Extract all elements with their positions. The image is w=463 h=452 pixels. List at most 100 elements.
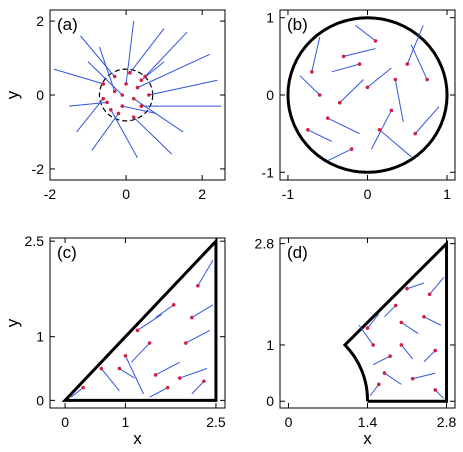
panel-b-start-point	[310, 70, 314, 74]
panel-a-y-axis-label: y	[3, 90, 22, 99]
panel-a-walk-line	[137, 53, 210, 89]
panel-d-start-point	[365, 326, 370, 330]
panel-d-start-point	[388, 354, 392, 359]
panel-a-walk-line	[122, 105, 157, 114]
panel-b-walk-line	[355, 25, 376, 42]
panel-c-start-point	[171, 303, 176, 307]
panel-b-start-point	[306, 127, 310, 132]
panel-a-walk-line	[53, 68, 104, 85]
panel-a-walk-line	[148, 79, 218, 96]
panel-c-walk-line	[70, 387, 84, 398]
panel-a-start-point	[120, 93, 125, 97]
panel-a-ytick-label: 0	[36, 87, 44, 103]
panel-c-ytick-label: 2.5	[25, 233, 45, 249]
panel-b-start-point	[341, 54, 346, 59]
panel-d-start-point	[382, 371, 387, 375]
panel-c-walk-line	[197, 260, 214, 287]
panel-c-xtick-label: 0	[61, 414, 69, 430]
panel-a-start-point	[105, 100, 109, 105]
panel-d-ytick-label: 0	[266, 393, 274, 409]
panel-c-start-point	[81, 385, 85, 390]
panel-d-xtick-label: 1.4	[358, 414, 378, 430]
panel-c-start-point	[190, 315, 194, 320]
panel-a-start-point	[101, 82, 106, 86]
panel-c-start-point	[99, 366, 104, 371]
panel-b-walk-line	[343, 48, 376, 57]
panel-a-xtick-label: 2	[198, 186, 206, 202]
panel-b-ytick-label: 1	[266, 10, 274, 26]
panel-b-start-point	[325, 116, 330, 120]
panel-d-walk-line	[384, 372, 402, 385]
panel-b-xtick-label: -1	[282, 186, 295, 202]
panel-b-walk-line	[331, 63, 360, 73]
panel-a-start-point	[139, 78, 144, 83]
panel-a-start-point	[116, 111, 121, 116]
panel-b-label: (b)	[287, 15, 308, 34]
panel-d-start-point	[393, 303, 398, 308]
panel-a-walk-line	[110, 109, 138, 159]
panel-a-start-point	[131, 115, 136, 119]
panel-c-walk-line	[179, 368, 208, 379]
panel-d-walk-line	[406, 282, 425, 290]
panel-b-start-point	[349, 147, 354, 151]
panel-d-x-axis-label: x	[363, 429, 372, 448]
panel-a-xtick-label: 0	[122, 186, 130, 202]
panel-c-start-point	[153, 373, 158, 377]
panel-a-walk-line	[76, 98, 104, 133]
panel-a-start-point	[124, 82, 128, 86]
panel-c-start-point	[117, 366, 122, 371]
panel-c-walk-line	[155, 304, 174, 318]
panel-b-walk-line	[327, 117, 360, 135]
panel-c-ytick-label: 1	[36, 329, 44, 345]
panel-d-start-point	[376, 382, 381, 387]
panel-d-label: (d)	[287, 243, 308, 262]
panel-a-label: (a)	[57, 15, 78, 34]
panel-c-ytick-label: 0	[36, 392, 44, 408]
panel-b-start-point	[337, 100, 342, 105]
panel-a-xtick-label: -2	[44, 186, 57, 202]
panel-b-start-point	[413, 131, 418, 136]
panel-b-start-point	[377, 127, 382, 132]
panel-b-walk-line	[410, 44, 428, 80]
panel-d-ytick-label: 2.8	[255, 236, 275, 252]
panel-d-xtick-label: 0	[285, 414, 293, 430]
panel-a-walk-line	[125, 21, 135, 84]
panel-a-start-point	[120, 104, 125, 108]
panel-b-walk-line	[307, 129, 332, 142]
panel-c-start-point	[196, 283, 200, 288]
panel-c-walk-line	[137, 313, 162, 331]
panel-c-walk-line	[191, 304, 214, 319]
panel-c-label: (c)	[57, 243, 77, 262]
panel-b-start-point	[425, 77, 429, 82]
panel-a-start-point	[109, 107, 113, 112]
panel-d-start-point	[405, 286, 409, 291]
panel-a-start-point	[139, 104, 144, 108]
panel-a-ytick-label: -2	[32, 161, 45, 177]
panel-c-walk-line	[185, 329, 211, 344]
panel-a-walk-line	[144, 31, 188, 77]
panel-b-ytick-label: 0	[266, 87, 274, 103]
panel-d-start-point	[427, 292, 432, 297]
panel-b-walk-line	[299, 75, 321, 96]
panel-b-frame	[279, 9, 456, 181]
panel-a-start-point	[101, 96, 106, 101]
panel-b-xtick-label: 0	[364, 186, 372, 202]
panel-c-xtick-label: 1	[122, 414, 130, 430]
panel-b-start-point	[373, 39, 378, 43]
panel-b-walk-line	[367, 67, 392, 88]
panel-c-frame	[49, 237, 226, 409]
panel-b-walk-line	[379, 129, 412, 158]
panel-d-walk-line	[400, 344, 414, 360]
panel-c-start-point	[135, 328, 140, 333]
panel-b-walk-line	[406, 25, 424, 65]
panel-d-start-point	[422, 315, 426, 319]
panel-d-walk-line	[384, 305, 397, 318]
panel-c-y-axis-label: y	[3, 318, 22, 327]
panel-b-boundary	[286, 16, 449, 174]
panel-b-walk-line	[371, 110, 392, 150]
panel-a-start-point	[112, 89, 117, 94]
panel-a-start-point	[128, 71, 132, 75]
panel-c-start-point	[183, 341, 188, 345]
panel-a-walk-line	[68, 101, 108, 107]
panel-c-boundary	[61, 237, 218, 402]
